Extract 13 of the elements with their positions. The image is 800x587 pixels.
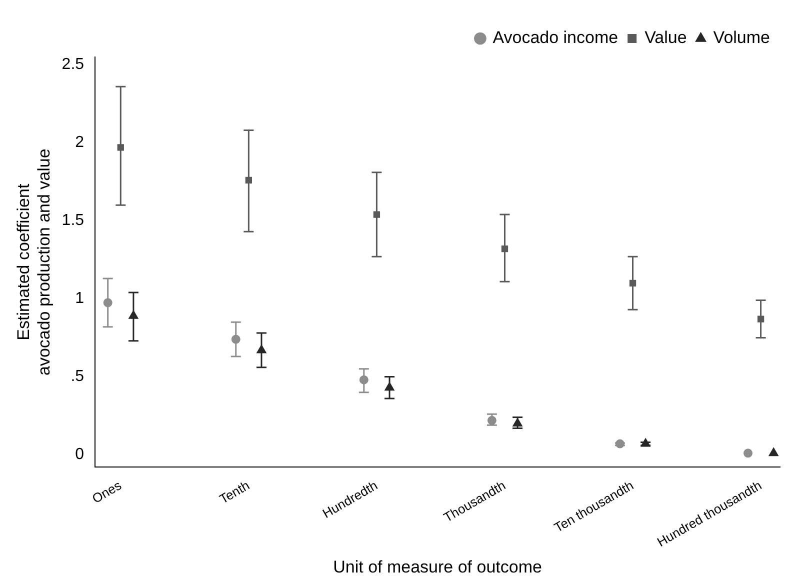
y-axis-title: Estimated coefficient avocado production and value xyxy=(14,148,54,376)
y-tick-label: 1.5 xyxy=(62,212,84,230)
legend-label: Volume xyxy=(713,28,770,48)
y-tick-label: .5 xyxy=(70,368,84,386)
x-tick-label: Tenth xyxy=(216,478,252,507)
y-tick-label: 0 xyxy=(75,446,84,464)
x-axis-title: Unit of measure of outcome xyxy=(333,557,542,576)
y-tick-label: 1 xyxy=(75,290,84,308)
legend-label: Value xyxy=(644,28,687,48)
y-tick-label: 2.5 xyxy=(62,56,84,74)
x-tick-label: Ones xyxy=(90,477,124,506)
legend-label: Avocado income xyxy=(492,28,618,48)
y-tick-label: 2 xyxy=(75,134,84,152)
